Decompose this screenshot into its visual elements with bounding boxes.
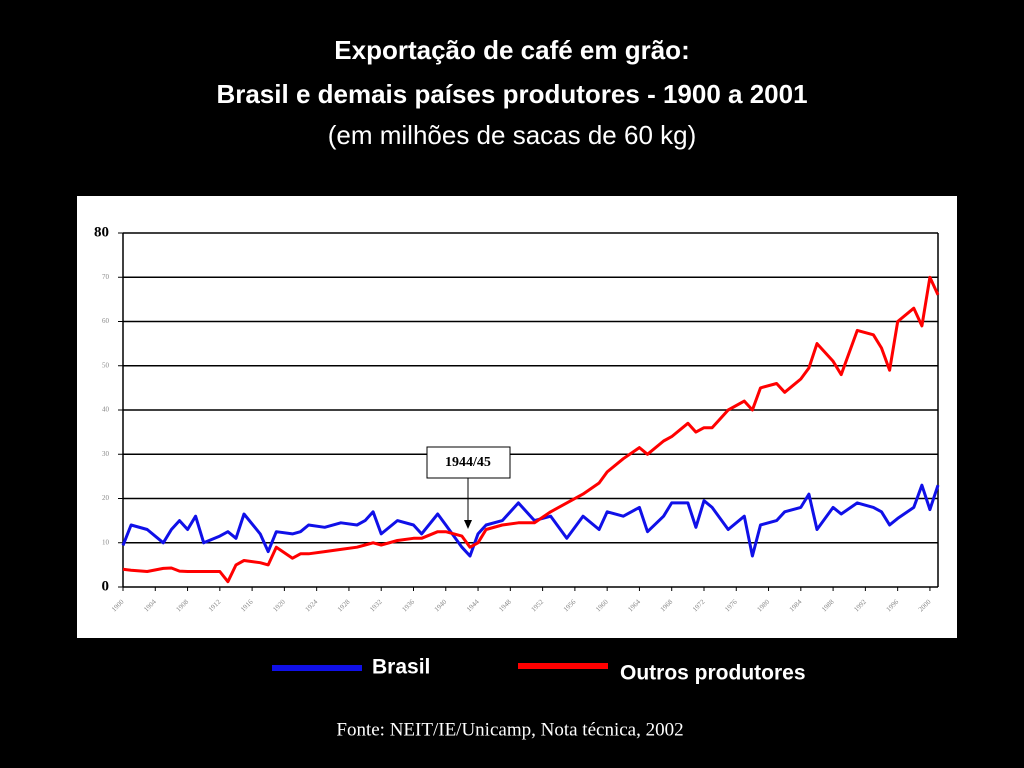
series-line [122, 275, 940, 584]
y-tick-label: 50 [102, 361, 110, 369]
plot-background [77, 196, 957, 638]
annotation-arrowhead [464, 520, 472, 529]
y-tick-label: 80 [94, 224, 109, 240]
y-tick-label: 70 [102, 273, 110, 281]
y-tick-label: 40 [102, 406, 110, 414]
annotation-box [426, 446, 511, 479]
source: Fonte: NEIT/IE/Unicamp, Nota técnica, 20… [336, 719, 683, 740]
series-line [121, 483, 940, 558]
unit-note: (em milhões de sacas de 60 kg) [328, 120, 697, 150]
legend-label: Brasil [372, 656, 430, 679]
y-tick-label: 0 [102, 578, 110, 594]
y-tick-label: 10 [102, 538, 110, 546]
y-tick-label: 60 [102, 317, 110, 325]
chart-subtitle: Brasil e demais países produtores - 1900… [216, 79, 807, 109]
annotation: 1944/45 [445, 455, 491, 470]
y-tick-label: 20 [102, 494, 110, 502]
legend-label: Outros produtores [620, 662, 806, 685]
chart-title: Exportação de café em grão: [334, 35, 689, 65]
y-tick-label: 30 [102, 450, 110, 458]
